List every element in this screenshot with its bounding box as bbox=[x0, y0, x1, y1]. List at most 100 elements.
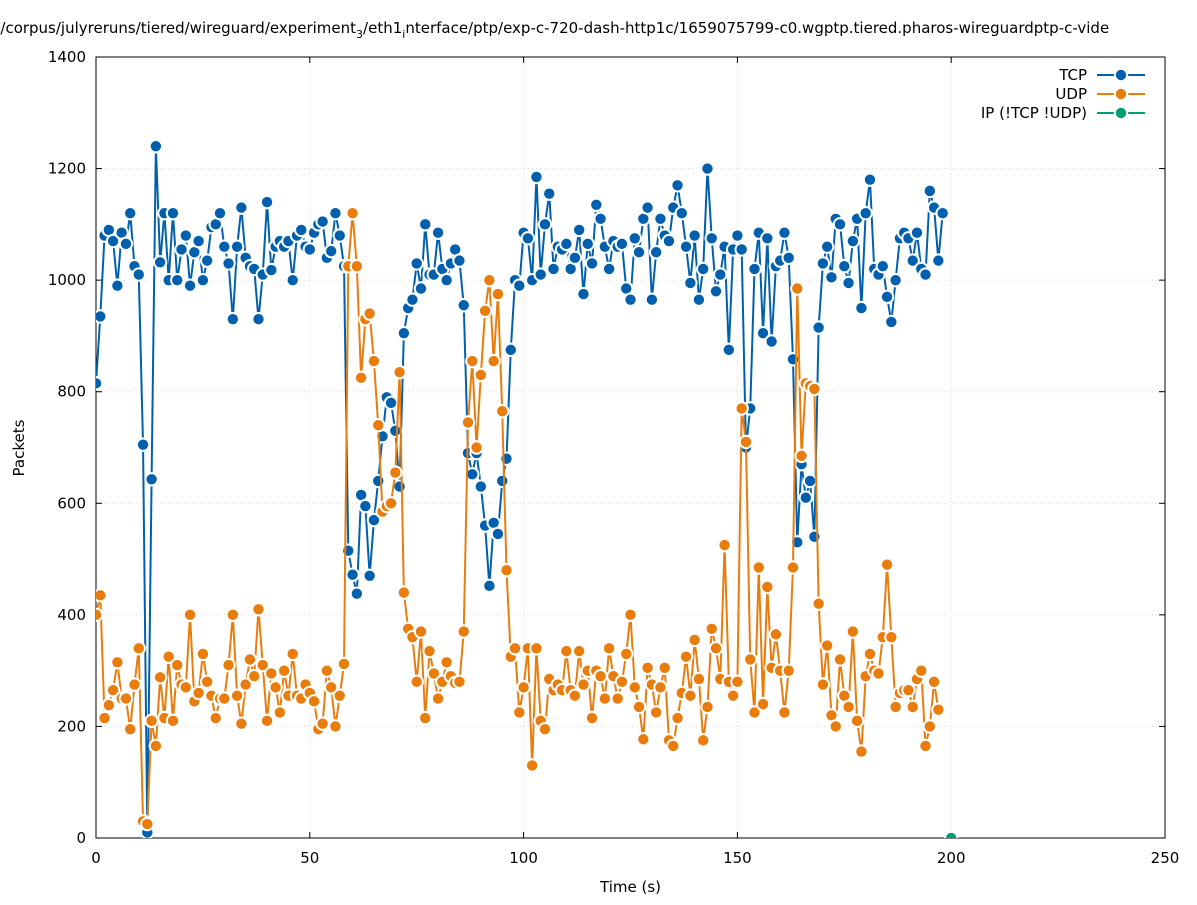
data-point bbox=[841, 275, 856, 291]
data-point bbox=[170, 272, 185, 288]
data-point bbox=[131, 267, 146, 282]
data-point bbox=[533, 267, 548, 282]
data-point bbox=[105, 682, 121, 698]
data-point bbox=[503, 342, 518, 358]
data-point bbox=[832, 652, 848, 667]
data-point bbox=[657, 660, 672, 676]
data-point bbox=[118, 236, 134, 252]
data-point bbox=[888, 272, 903, 288]
data-point bbox=[127, 677, 142, 692]
data-point bbox=[294, 222, 309, 238]
legend-marker bbox=[1113, 86, 1129, 102]
data-point bbox=[623, 607, 638, 623]
data-point bbox=[178, 680, 193, 695]
data-point bbox=[144, 713, 159, 729]
data-point bbox=[768, 627, 784, 642]
data-point bbox=[482, 272, 497, 288]
data-point bbox=[678, 239, 694, 254]
data-point bbox=[815, 677, 831, 692]
data-point bbox=[854, 744, 869, 759]
data-point bbox=[247, 669, 262, 684]
y-tick-label: 1400 bbox=[48, 48, 86, 66]
data-point bbox=[819, 638, 835, 653]
data-point bbox=[110, 278, 125, 293]
data-point bbox=[785, 560, 801, 575]
data-point bbox=[695, 733, 711, 748]
chart-title: ht/corpus/julyreruns/tiered/wireguard/ex… bbox=[0, 19, 1109, 41]
data-point bbox=[708, 284, 724, 299]
data-point bbox=[926, 674, 942, 689]
data-point bbox=[636, 732, 651, 747]
data-point bbox=[760, 579, 775, 595]
data-point bbox=[358, 498, 373, 514]
data-point bbox=[495, 473, 510, 489]
data-point bbox=[323, 680, 339, 695]
data-point bbox=[118, 691, 134, 706]
data-point bbox=[341, 543, 356, 558]
data-point bbox=[614, 236, 630, 252]
x-axis-title: Time (s) bbox=[599, 878, 661, 896]
data-point bbox=[396, 325, 412, 341]
data-point bbox=[678, 649, 694, 664]
data-point bbox=[302, 242, 317, 257]
data-point bbox=[546, 261, 561, 277]
data-point bbox=[879, 289, 895, 305]
data-point bbox=[901, 682, 916, 698]
data-point bbox=[221, 256, 236, 271]
data-point bbox=[542, 186, 557, 201]
data-point bbox=[781, 250, 796, 266]
data-point bbox=[683, 688, 698, 703]
data-point bbox=[212, 206, 228, 221]
data-point bbox=[537, 722, 553, 737]
data-point bbox=[747, 261, 762, 277]
y-tick-label: 1000 bbox=[48, 271, 86, 289]
data-point bbox=[935, 206, 950, 221]
data-point bbox=[811, 320, 826, 335]
data-point bbox=[849, 713, 865, 729]
data-point bbox=[123, 722, 138, 737]
series-udp bbox=[96, 206, 946, 832]
data-point bbox=[199, 674, 215, 689]
data-point bbox=[931, 253, 946, 268]
data-point bbox=[272, 705, 288, 720]
data-point bbox=[460, 415, 476, 430]
data-point bbox=[559, 236, 574, 252]
data-point bbox=[409, 674, 424, 689]
data-point bbox=[430, 225, 446, 240]
data-point bbox=[221, 657, 236, 673]
series-layer bbox=[96, 139, 959, 838]
data-point bbox=[512, 705, 527, 720]
data-point bbox=[584, 710, 600, 726]
data-point bbox=[490, 526, 506, 542]
data-point bbox=[700, 161, 715, 176]
data-point bbox=[182, 278, 198, 293]
data-point bbox=[456, 298, 471, 313]
data-point bbox=[332, 228, 347, 243]
y-tick-label: 600 bbox=[57, 494, 86, 512]
x-tick-label: 50 bbox=[300, 849, 319, 867]
data-point bbox=[165, 206, 181, 221]
legend-label: IP (!TCP !UDP) bbox=[981, 104, 1087, 122]
data-point bbox=[255, 657, 270, 673]
data-point bbox=[862, 646, 878, 662]
data-point bbox=[225, 607, 241, 623]
data-point bbox=[516, 680, 531, 695]
x-tick-label: 250 bbox=[1151, 849, 1180, 867]
data-point bbox=[422, 643, 437, 659]
data-point bbox=[195, 646, 211, 662]
legend-label: UDP bbox=[1055, 85, 1087, 103]
data-point bbox=[259, 194, 275, 210]
data-point bbox=[144, 472, 159, 487]
data-point bbox=[734, 242, 749, 257]
data-point bbox=[589, 197, 604, 213]
data-point bbox=[439, 655, 454, 670]
data-point bbox=[512, 278, 527, 293]
data-point bbox=[234, 716, 249, 731]
data-point bbox=[165, 713, 181, 729]
data-point bbox=[862, 172, 878, 187]
data-point bbox=[627, 680, 642, 695]
data-point bbox=[362, 306, 377, 321]
data-point bbox=[426, 666, 442, 681]
data-point bbox=[251, 311, 266, 327]
data-point bbox=[691, 671, 707, 687]
